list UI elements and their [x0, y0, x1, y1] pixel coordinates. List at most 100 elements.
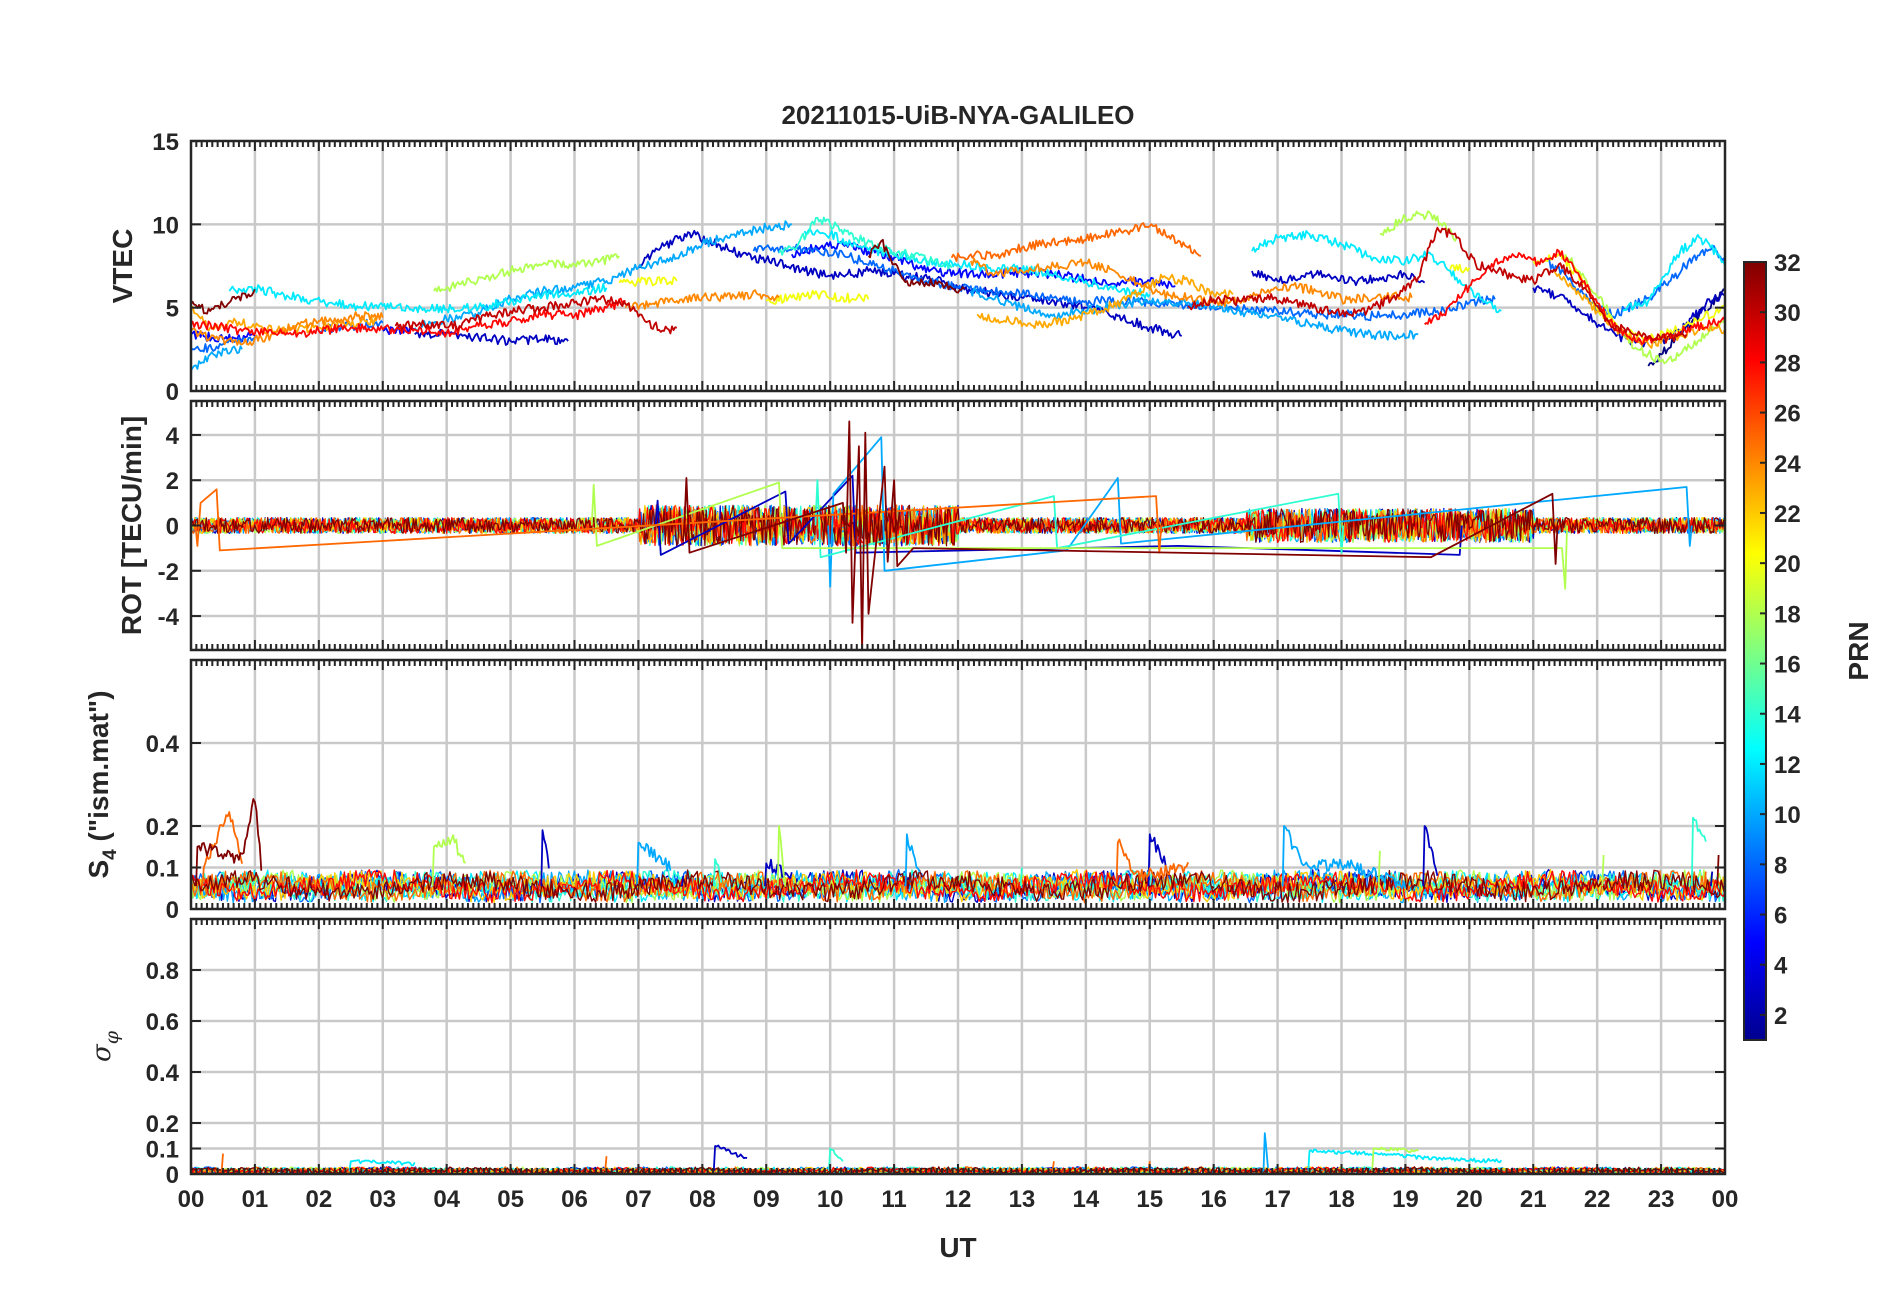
x-tick-label: 20 [1456, 1186, 1483, 1213]
colorbar-label: PRN [1843, 621, 1874, 680]
sigma-feature-prn-25 [220, 1153, 1151, 1172]
x-tick-label: 01 [242, 1186, 269, 1213]
y-tick-label: 0 [166, 514, 179, 541]
y-tick-label: 4 [166, 423, 180, 450]
vtec-line-prn-32 [191, 238, 966, 315]
colorbar-tick-label: 28 [1774, 350, 1801, 377]
y-axis-label: σφ [87, 1030, 123, 1062]
colorbar-tick-label: 22 [1774, 501, 1801, 528]
y-tick-label: 0 [166, 897, 179, 924]
sigma-feature-prn-14 [828, 1147, 844, 1171]
rot-line-prn-32 [191, 504, 1725, 547]
y-tick-label: 15 [152, 129, 179, 156]
data-layer [191, 420, 1725, 650]
s4-feature-prn-10 [636, 825, 1407, 890]
x-tick-label: 10 [817, 1186, 844, 1213]
x-tick-label: 14 [1072, 1186, 1099, 1213]
panel-2: -4 -2 0 2 4 ROT [TECU/min] [116, 399, 1727, 652]
y-tick-label: 0 [166, 1162, 179, 1189]
gridlines [191, 141, 1725, 391]
x-ticks [190, 919, 1726, 1174]
sigma-feature-prn-18 [1371, 1146, 1419, 1171]
y-tick-label: 10 [152, 212, 179, 239]
data-layer [191, 210, 1725, 372]
colorbar-tick-label: 16 [1774, 652, 1801, 679]
x-tick-label: 21 [1520, 1186, 1547, 1213]
x-tick-label: 04 [433, 1186, 460, 1213]
y-tick-label: 0 [166, 379, 179, 406]
x-tick-label: 00 [178, 1186, 205, 1213]
y-axis-label: ROT [TECU/min] [116, 416, 147, 635]
colorbar-tick-label: 2 [1774, 1003, 1787, 1030]
vtec-line-prn-18 [433, 210, 1725, 365]
x-tick-label: 08 [689, 1186, 716, 1213]
x-tick-label: 17 [1264, 1186, 1291, 1213]
vtec-line-prn-3 [414, 229, 1725, 348]
rot-spikes-prn-25 [194, 488, 1163, 554]
x-tick-label: 22 [1584, 1186, 1611, 1213]
x-axis-label: UT [939, 1232, 976, 1263]
x-ticks [190, 401, 1726, 650]
y-tick-label: 0.2 [146, 814, 179, 841]
x-ticks [190, 141, 1726, 391]
rot-line-prn-28 [191, 504, 1725, 547]
x-tick-label: 19 [1392, 1186, 1419, 1213]
vtec-line-prn-20 [618, 251, 1725, 343]
gridlines [191, 660, 1725, 909]
y-tick-label: -4 [158, 604, 180, 631]
y-axis-label: VTEC [107, 229, 138, 304]
x-tick-label: 03 [369, 1186, 396, 1213]
y-tick-label: 0.2 [146, 1111, 179, 1138]
y-tick-label: 0.4 [146, 1060, 180, 1087]
y-tick-label: -2 [158, 559, 179, 586]
y-tick-label: 0.4 [146, 731, 180, 758]
rot-spikes-prn-18 [590, 481, 1568, 590]
x-tick-label: 16 [1200, 1186, 1227, 1213]
vtec-line-prn-1 [1647, 288, 1725, 367]
colorbar-tick-label: 30 [1774, 300, 1801, 327]
panel-1: 0 5 10 15 VTEC [107, 129, 1727, 406]
sigma-feature-prn-3 [712, 1144, 748, 1171]
x-tick-label: 23 [1648, 1186, 1675, 1213]
x-tick-label: 02 [305, 1186, 332, 1213]
y-tick-label: 5 [166, 296, 179, 323]
y-tick-label: 0.1 [146, 1137, 179, 1164]
x-tick-label: 06 [561, 1186, 588, 1213]
colorbar-gradient [1743, 261, 1767, 1041]
y-axis-label: S4 ("ism.mat") [83, 690, 121, 878]
y-tick-label: 2 [166, 468, 179, 495]
panel-4: 00.10.2 0.4 0.6 0.8 σφ [87, 917, 1727, 1189]
s4-feature-prn-14 [712, 816, 1707, 887]
colorbar-tick-label: 32 [1774, 250, 1801, 277]
rot-spikes-prn-14 [814, 479, 1345, 559]
chart-title: 20211015-UiB-NYA-GALILEO [781, 100, 1134, 130]
x-tick-label: 00 [1712, 1186, 1739, 1213]
y-tick-label: 0.6 [146, 1009, 179, 1036]
vtec-line-prn-12 [228, 228, 1725, 314]
vtec-line-prn-30 [394, 226, 1688, 344]
x-tick-label: 12 [945, 1186, 972, 1213]
x-tick-label: 18 [1328, 1186, 1355, 1213]
s4-feature-prn-32 [195, 798, 1720, 893]
s4-feature-prn-25 [201, 811, 1707, 887]
colorbar-tick-label: 4 [1774, 953, 1788, 980]
colorbar-tick-label: 26 [1774, 401, 1801, 428]
x-tick-label: 15 [1136, 1186, 1163, 1213]
vtec-line-prn-14 [778, 216, 953, 270]
x-tick-label: 09 [753, 1186, 780, 1213]
colorbar-tick-label: 14 [1774, 702, 1801, 729]
panel-3: 0 0.1 0.2 0.4 S4 ("ism.mat") [83, 658, 1727, 924]
x-tick-label: 11 [881, 1186, 906, 1213]
colorbar-tick-label: 12 [1774, 752, 1801, 779]
x-tick-labels: 00 01 02 03 04 05 06 07 08 09 10 11 12 13 14 15 16 17 18 19… [178, 1186, 1739, 1213]
data-layer [191, 798, 1725, 904]
x-tick-label: 13 [1009, 1186, 1036, 1213]
rot-spikes-prn-32 [683, 420, 1559, 650]
x-tick-label: 07 [625, 1186, 652, 1213]
colorbar-tick-label: 20 [1774, 551, 1801, 578]
y-tick-label: 0.1 [146, 856, 179, 883]
gridlines [191, 919, 1725, 1174]
vtec-line-prn-25 [950, 222, 1202, 262]
x-tick-label: 05 [497, 1186, 524, 1213]
